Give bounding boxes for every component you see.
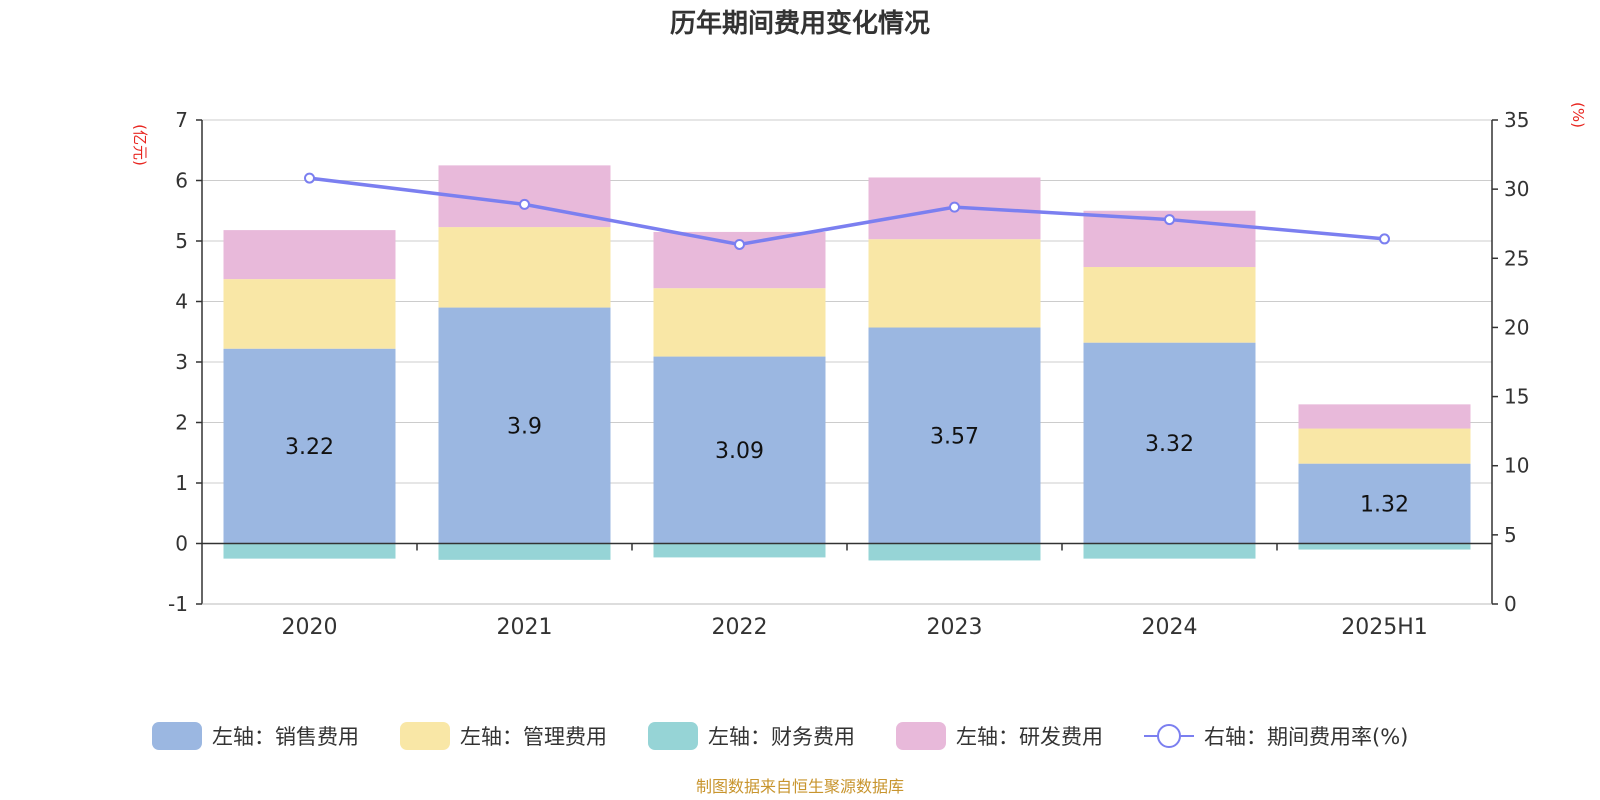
legend-label: 右轴：期间费用率(%) <box>1204 725 1408 749</box>
category-label: 2024 <box>1142 615 1198 640</box>
grid <box>202 119 1492 605</box>
left-tick-label: 1 <box>175 471 188 495</box>
bar-左轴：研发费用 <box>223 230 396 280</box>
rate-point <box>519 198 530 210</box>
rate-point <box>734 238 745 250</box>
bar-左轴：管理费用 <box>868 239 1041 328</box>
right-axis-unit: (%) <box>1569 102 1587 128</box>
left-tick-label: 6 <box>175 169 188 193</box>
left-tick-label: 7 <box>175 108 188 132</box>
rate-point <box>1379 233 1390 245</box>
bar-左轴：销售费用 <box>1298 463 1471 544</box>
right-tick-label: 25 <box>1504 246 1529 270</box>
rate-line-path <box>309 176 1385 247</box>
bar-左轴：管理费用 <box>1083 267 1256 343</box>
bar-左轴：管理费用 <box>223 279 396 349</box>
legend-swatch <box>896 722 946 750</box>
bar-左轴：销售费用 <box>438 307 611 544</box>
rate-point <box>1164 214 1175 226</box>
bar-左轴：财务费用 <box>868 543 1041 561</box>
rate-line <box>304 172 1390 250</box>
data-label: 1.32 <box>1360 493 1409 518</box>
data-label: 3.22 <box>285 435 334 460</box>
legend: 左轴：销售费用 左轴：管理费用 左轴：财务费用 左轴：研发费用 右轴：期间费用率(%) <box>152 722 1408 750</box>
bar-左轴：管理费用 <box>653 288 826 357</box>
left-tick-label: 4 <box>175 290 188 314</box>
bar-左轴：财务费用 <box>1083 543 1256 559</box>
right-tick-label: 15 <box>1504 385 1529 409</box>
bars <box>223 165 1471 561</box>
bar-左轴：财务费用 <box>438 543 611 560</box>
legend-label: 左轴：销售费用 <box>212 725 359 749</box>
right-tick-label: 10 <box>1504 454 1529 478</box>
left-axis-unit: (亿元) <box>131 124 149 166</box>
bar-左轴：财务费用 <box>223 543 396 559</box>
category-label: 2020 <box>282 615 338 640</box>
source-note: 制图数据来自恒生聚源数据库 <box>696 777 904 796</box>
left-tick-label: 5 <box>175 229 188 253</box>
legend-swatch <box>152 722 202 750</box>
bar-左轴：研发费用 <box>1298 404 1471 429</box>
category-label: 2022 <box>712 615 768 640</box>
category-label: 2023 <box>927 615 983 640</box>
legend-label: 左轴：管理费用 <box>460 725 607 749</box>
left-tick-label: 2 <box>175 411 188 435</box>
bar-左轴：财务费用 <box>1298 543 1471 550</box>
bar-左轴：管理费用 <box>1298 428 1471 464</box>
right-tick-label: 30 <box>1504 177 1529 201</box>
data-labels: 3.22 3.9 3.09 3.57 3.32 1.32 <box>285 415 1409 518</box>
category-label: 2021 <box>497 615 553 640</box>
bar-左轴：管理费用 <box>438 227 611 308</box>
chart-title: 历年期间费用变化情况 <box>670 8 930 39</box>
bar-左轴：销售费用 <box>868 327 1041 544</box>
bar-左轴：销售费用 <box>1083 342 1256 544</box>
data-label: 3.32 <box>1145 432 1194 457</box>
bar-左轴：销售费用 <box>653 356 826 544</box>
data-label: 3.09 <box>715 439 764 464</box>
legend-swatch <box>400 722 450 750</box>
right-tick-label: 35 <box>1504 108 1529 132</box>
bar-左轴：销售费用 <box>223 348 396 544</box>
left-tick-label: 3 <box>175 350 188 374</box>
right-tick-label: 20 <box>1504 315 1529 339</box>
legend-label: 左轴：研发费用 <box>956 725 1103 749</box>
rate-point <box>949 201 960 213</box>
legend-label: 左轴：财务费用 <box>708 725 855 749</box>
data-label: 3.9 <box>507 415 542 440</box>
category-label: 2025H1 <box>1341 615 1428 640</box>
right-tick-label: 5 <box>1504 523 1517 547</box>
bar-左轴：财务费用 <box>653 543 826 558</box>
left-tick-label: -1 <box>168 592 188 616</box>
rate-point <box>304 172 315 184</box>
legend-marker <box>1157 724 1181 748</box>
left-tick-label: 0 <box>175 532 188 556</box>
data-label: 3.57 <box>930 425 979 450</box>
right-tick-label: 0 <box>1504 592 1517 616</box>
legend-swatch <box>648 722 698 750</box>
